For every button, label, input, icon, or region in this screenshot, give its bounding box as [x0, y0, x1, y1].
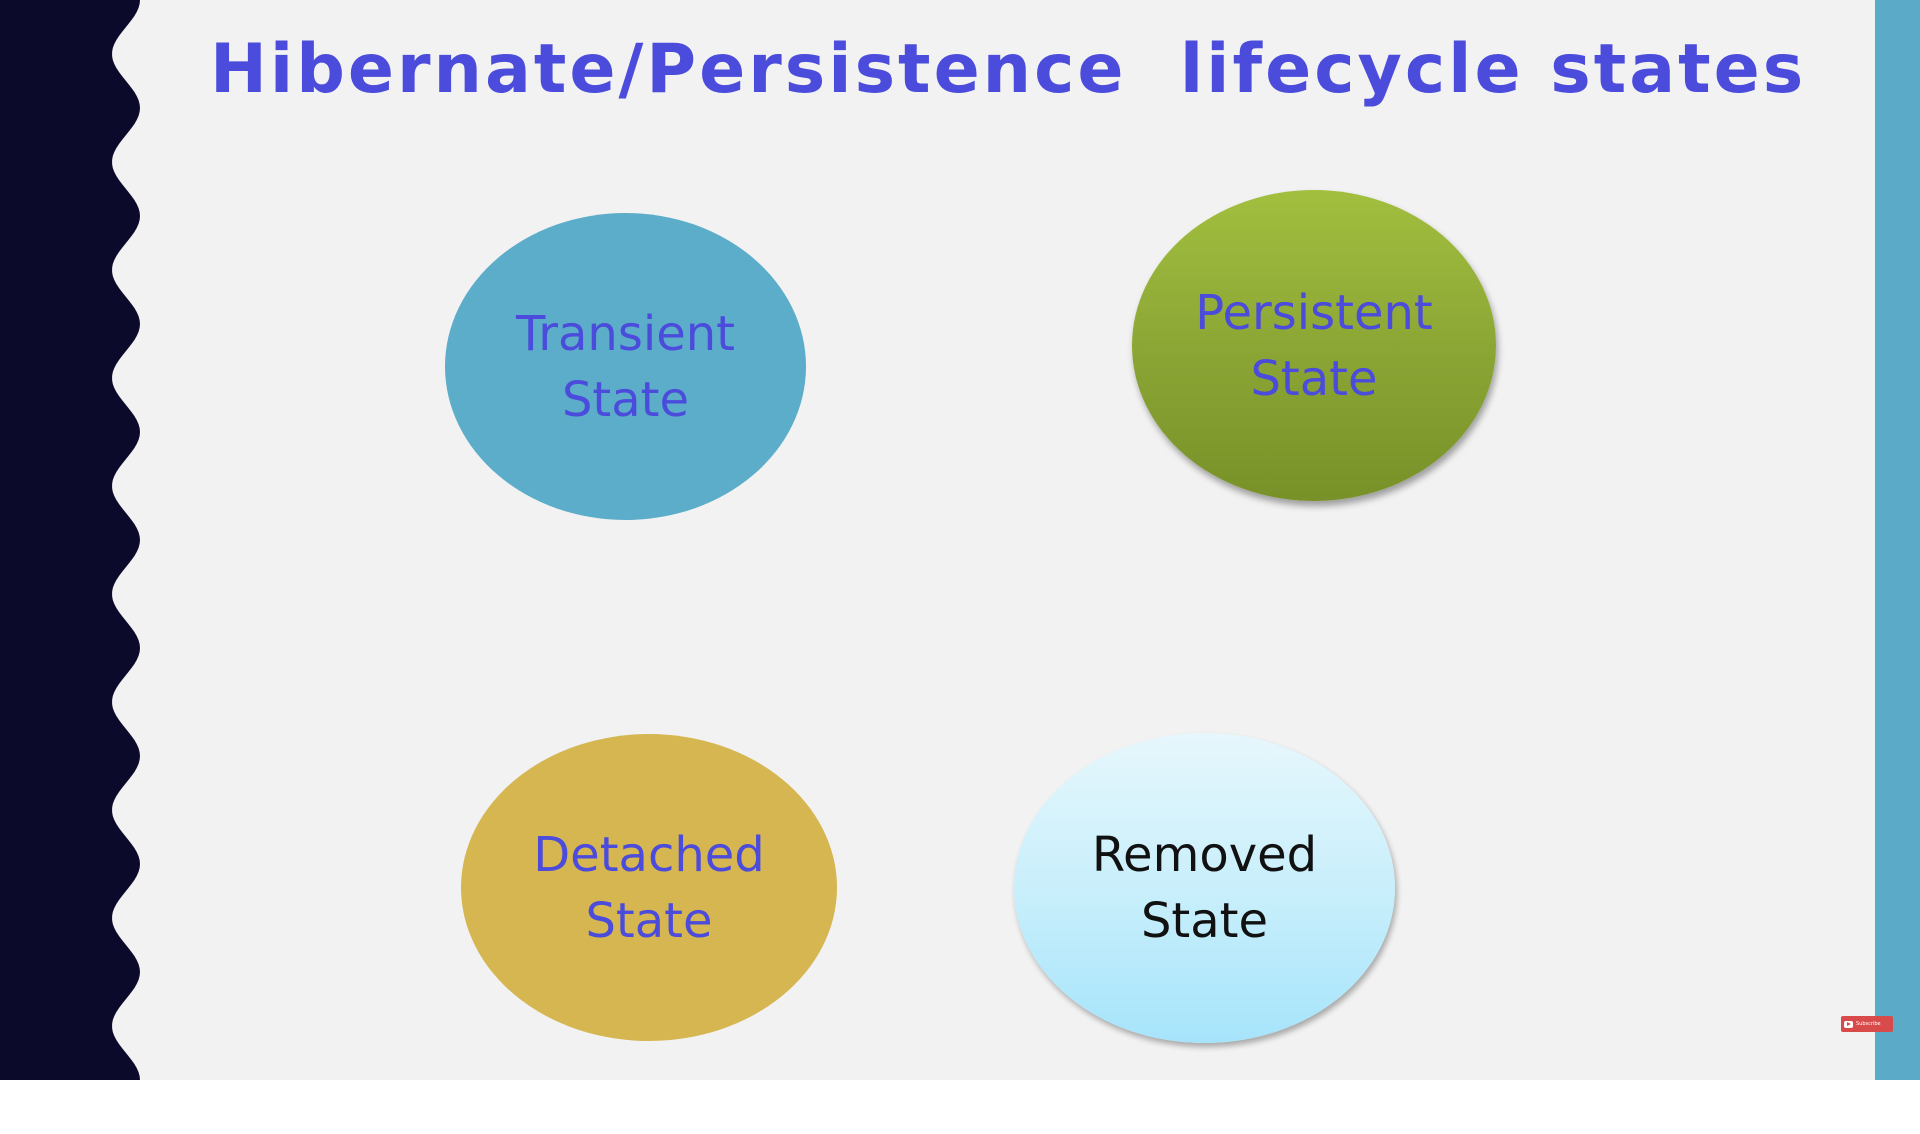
removed-state-ellipse: Removed State	[1014, 733, 1395, 1043]
right-accent-band	[1875, 0, 1920, 1080]
slide: Hibernate/Persistence lifecycle states T…	[0, 0, 1920, 1080]
play-icon	[1844, 1020, 1853, 1028]
transient-state-ellipse: Transient State	[445, 213, 806, 520]
wavy-left-band	[0, 0, 140, 1080]
detached-state-ellipse: Detached State	[461, 734, 837, 1041]
persistent-state-ellipse: Persistent State	[1132, 190, 1496, 501]
slide-title: Hibernate/Persistence lifecycle states	[210, 30, 1807, 109]
persistent-state-label: Persistent State	[1195, 284, 1433, 407]
subscribe-label: Subscribe	[1856, 1021, 1881, 1027]
removed-state-label: Removed State	[1091, 827, 1318, 949]
subscribe-button[interactable]: Subscribe	[1841, 1016, 1893, 1032]
transient-state-label: Transient State	[516, 305, 735, 428]
detached-state-label: Detached State	[533, 826, 765, 949]
